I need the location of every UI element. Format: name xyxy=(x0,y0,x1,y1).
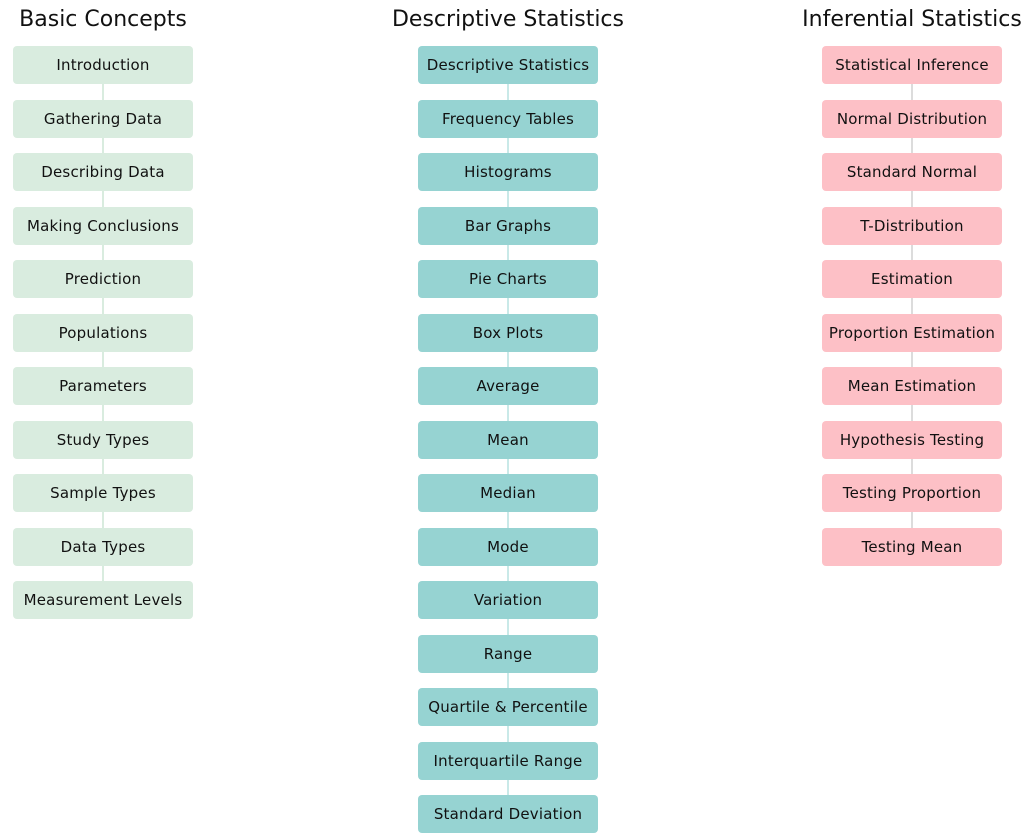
node-estimation[interactable]: Estimation xyxy=(822,260,1002,298)
node-mean-estimation[interactable]: Mean Estimation xyxy=(822,367,1002,405)
node-label: Box Plots xyxy=(472,324,544,342)
node-label: Gathering Data xyxy=(43,110,163,128)
node-testing-mean[interactable]: Testing Mean xyxy=(822,528,1002,566)
node-label: Sample Types xyxy=(50,484,156,502)
node-label: Histograms xyxy=(464,163,552,181)
node-label: Variation xyxy=(473,591,543,609)
node-proportion-estimation[interactable]: Proportion Estimation xyxy=(822,314,1002,352)
node-testing-proportion[interactable]: Testing Proportion xyxy=(822,474,1002,512)
node-label: Testing Proportion xyxy=(842,484,982,502)
node-t-distribution[interactable]: T-Distribution xyxy=(822,207,1002,245)
node-label: Data Types xyxy=(60,538,146,556)
column-title-descriptive-statistics: Descriptive Statistics xyxy=(391,7,624,32)
node-label: Measurement Levels xyxy=(23,591,183,609)
node-label: Standard Normal xyxy=(846,163,978,181)
node-hypothesis-testing[interactable]: Hypothesis Testing xyxy=(822,421,1002,459)
node-label: Normal Distribution xyxy=(836,110,988,128)
node-label: Range xyxy=(483,645,533,663)
node-label: Statistical Inference xyxy=(835,56,989,74)
node-populations[interactable]: Populations xyxy=(13,314,193,352)
node-histograms[interactable]: Histograms xyxy=(418,153,598,191)
node-label: Interquartile Range xyxy=(433,752,583,770)
node-mean[interactable]: Mean xyxy=(418,421,598,459)
node-label: Mean xyxy=(487,431,529,449)
node-measurement-levels[interactable]: Measurement Levels xyxy=(13,581,193,619)
node-introduction[interactable]: Introduction xyxy=(13,46,193,84)
node-label: Proportion Estimation xyxy=(828,324,996,342)
node-statistical-inference[interactable]: Statistical Inference xyxy=(822,46,1002,84)
node-label: Study Types xyxy=(56,431,150,449)
node-label: Bar Graphs xyxy=(464,217,552,235)
node-interquartile-range[interactable]: Interquartile Range xyxy=(418,742,598,780)
node-label: Describing Data xyxy=(41,163,165,181)
node-label: Descriptive Statistics xyxy=(426,56,590,74)
node-label: Frequency Tables xyxy=(441,110,575,128)
node-label: Prediction xyxy=(64,270,142,288)
node-label: Parameters xyxy=(59,377,147,395)
node-normal-distribution[interactable]: Normal Distribution xyxy=(822,100,1002,138)
node-label: Hypothesis Testing xyxy=(839,431,985,449)
column-title-inferential-statistics: Inferential Statistics xyxy=(802,7,1022,32)
node-prediction[interactable]: Prediction xyxy=(13,260,193,298)
node-pie-charts[interactable]: Pie Charts xyxy=(418,260,598,298)
node-label: Testing Mean xyxy=(861,538,963,556)
node-standard-deviation[interactable]: Standard Deviation xyxy=(418,795,598,833)
node-gathering-data[interactable]: Gathering Data xyxy=(13,100,193,138)
node-making-conclusions[interactable]: Making Conclusions xyxy=(13,207,193,245)
node-label: Populations xyxy=(58,324,148,342)
node-label: T-Distribution xyxy=(860,217,964,235)
node-label: Making Conclusions xyxy=(27,217,179,235)
node-median[interactable]: Median xyxy=(418,474,598,512)
node-quartile-and-percentile[interactable]: Quartile & Percentile xyxy=(418,688,598,726)
node-label: Average xyxy=(476,377,540,395)
node-label: Median xyxy=(480,484,536,502)
node-mode[interactable]: Mode xyxy=(418,528,598,566)
column-title-basic-concepts: Basic Concepts xyxy=(19,7,187,32)
node-average[interactable]: Average xyxy=(418,367,598,405)
node-label: Pie Charts xyxy=(469,270,547,288)
node-label: Mean Estimation xyxy=(847,377,977,395)
node-variation[interactable]: Variation xyxy=(418,581,598,619)
node-descriptive-statistics[interactable]: Descriptive Statistics xyxy=(418,46,598,84)
connector-line-inferential xyxy=(911,65,913,547)
node-describing-data[interactable]: Describing Data xyxy=(13,153,193,191)
node-sample-types[interactable]: Sample Types xyxy=(13,474,193,512)
node-label: Standard Deviation xyxy=(433,805,583,823)
node-parameters[interactable]: Parameters xyxy=(13,367,193,405)
node-data-types[interactable]: Data Types xyxy=(13,528,193,566)
node-label: Mode xyxy=(487,538,529,556)
node-study-types[interactable]: Study Types xyxy=(13,421,193,459)
node-standard-normal[interactable]: Standard Normal xyxy=(822,153,1002,191)
node-box-plots[interactable]: Box Plots xyxy=(418,314,598,352)
node-range[interactable]: Range xyxy=(418,635,598,673)
node-bar-graphs[interactable]: Bar Graphs xyxy=(418,207,598,245)
node-label: Estimation xyxy=(871,270,953,288)
node-frequency-tables[interactable]: Frequency Tables xyxy=(418,100,598,138)
node-label: Introduction xyxy=(56,56,150,74)
node-label: Quartile & Percentile xyxy=(428,698,588,716)
